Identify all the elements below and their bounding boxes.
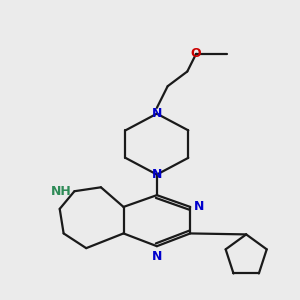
Text: N: N bbox=[152, 107, 162, 120]
Text: N: N bbox=[194, 200, 205, 213]
Text: N: N bbox=[152, 168, 162, 181]
Text: N: N bbox=[152, 250, 162, 263]
Text: O: O bbox=[191, 47, 201, 60]
Text: NH: NH bbox=[51, 185, 71, 198]
